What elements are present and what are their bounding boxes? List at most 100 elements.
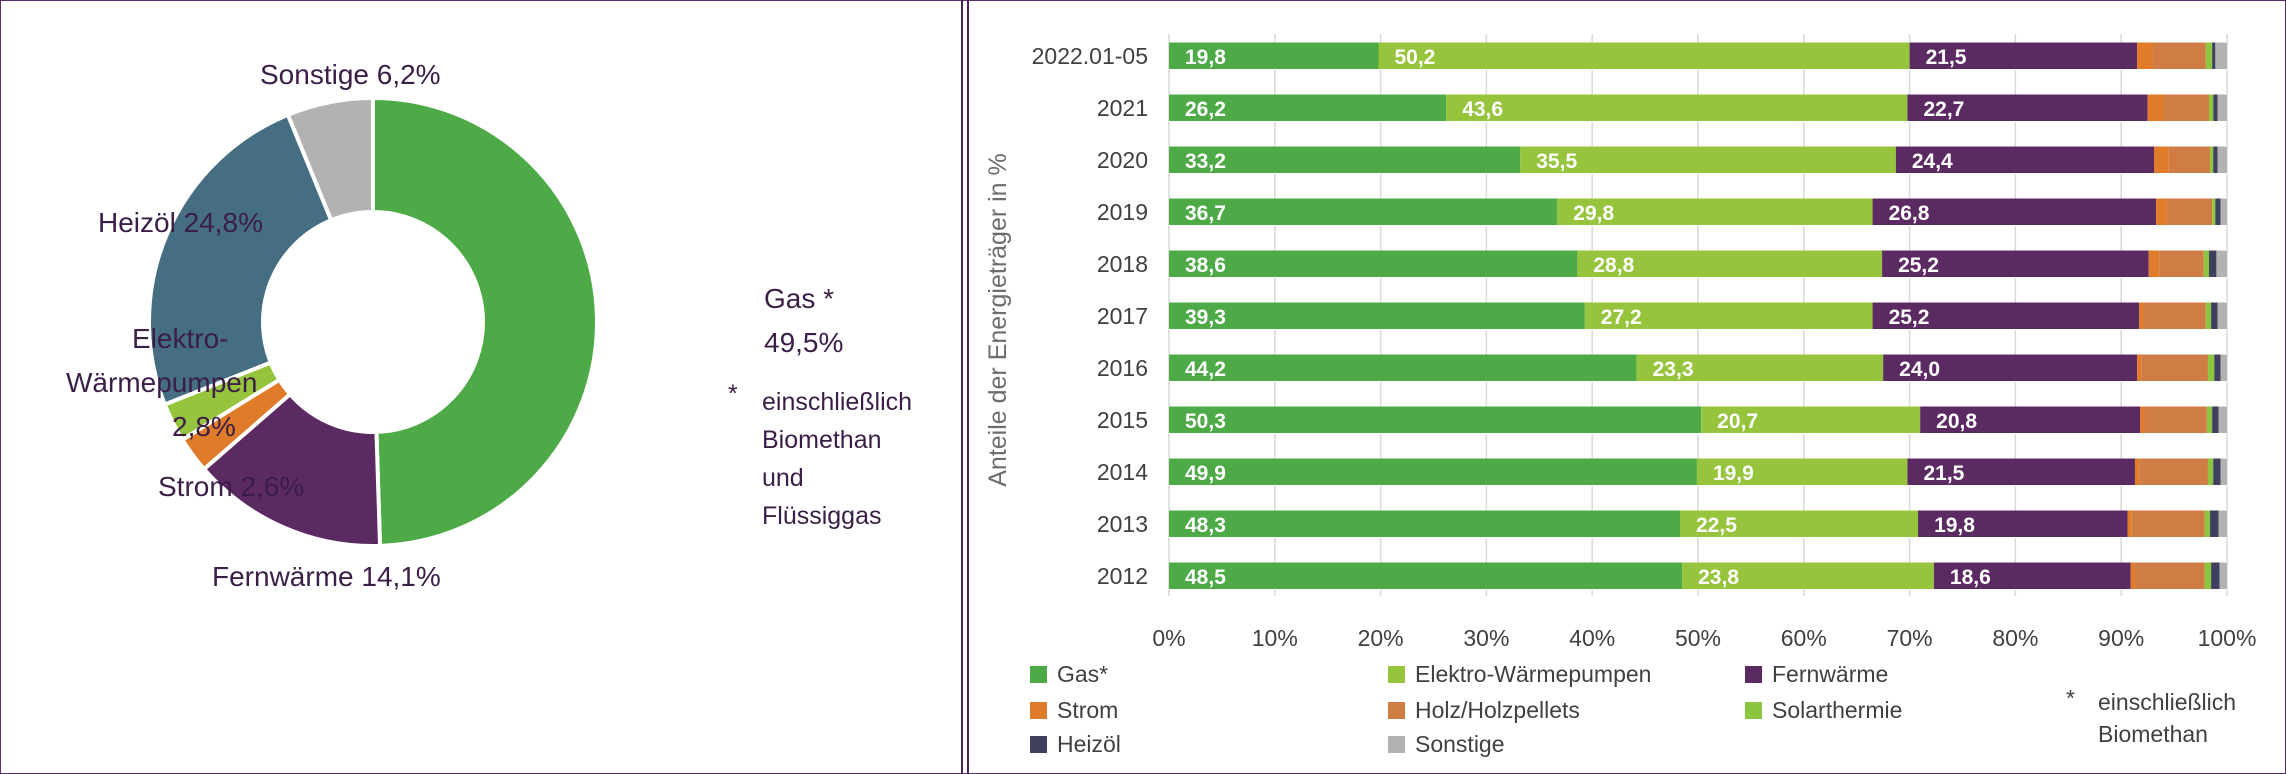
bar-value-label: 43,6 bbox=[1462, 98, 1503, 121]
bar-segment-heizoel bbox=[2213, 458, 2221, 486]
bar-value-label: 24,0 bbox=[1899, 358, 1940, 381]
bar-value-label: 39,3 bbox=[1185, 306, 1226, 329]
bar-segment-gas bbox=[1169, 406, 1702, 434]
legend-label-strom: Strom bbox=[1057, 697, 1118, 723]
legend-label-fernwaerme: Fernwärme bbox=[1772, 661, 1888, 687]
category-label: 2016 bbox=[1097, 355, 1148, 381]
bar-value-label: 49,9 bbox=[1185, 462, 1226, 485]
bar-segment-waermepumpen bbox=[1701, 406, 1921, 434]
pie-label-fernwaerme: Fernwärme 14,1% bbox=[212, 561, 441, 592]
bar-segment-strom bbox=[2137, 42, 2153, 70]
bar-segment-solar bbox=[2205, 302, 2212, 330]
bar-value-label: 23,8 bbox=[1698, 566, 1739, 589]
donut-chart: Sonstige 6,2% Heizöl 24,8% Elektro- Wärm… bbox=[66, 59, 912, 592]
bar-segment-gas bbox=[1169, 94, 1447, 122]
pie-label-waermepumpen-line1: Elektro- bbox=[132, 323, 228, 354]
donut-labels: Sonstige 6,2% Heizöl 24,8% Elektro- Wärm… bbox=[66, 59, 843, 592]
bar-value-label: 29,8 bbox=[1573, 202, 1614, 225]
legend-swatch-fernwaerme bbox=[1745, 666, 1762, 683]
bar-segment-holz bbox=[2159, 250, 2204, 278]
bar-value-label: 18,6 bbox=[1950, 566, 1991, 589]
bar-segment-sonstige bbox=[2220, 198, 2227, 226]
bar-segment-gas bbox=[1169, 42, 1379, 70]
bar-segment-solar bbox=[2203, 250, 2210, 278]
bar-value-label: 48,5 bbox=[1185, 566, 1226, 589]
x-axis-ticks: 0% 10% 20% 30% 40% 50% 60% 70% 80% 90% 100% bbox=[1152, 625, 2256, 651]
bar-segment-strom bbox=[2127, 510, 2132, 538]
bar-value-label: 44,2 bbox=[1185, 358, 1226, 381]
legend-footnote-marker: * bbox=[2066, 685, 2075, 711]
footnote-line: einschließlich bbox=[762, 388, 912, 416]
bar-segment-sonstige bbox=[2219, 562, 2227, 590]
bar-segment-waermepumpen bbox=[1636, 354, 1884, 382]
bar-segment-heizoel bbox=[2210, 510, 2219, 538]
category-label: 2021 bbox=[1097, 95, 1148, 121]
bar-segment-fernwaerme bbox=[1872, 198, 2157, 226]
bar-segment-sonstige bbox=[2220, 458, 2227, 486]
x-tick-label: 90% bbox=[2098, 625, 2144, 651]
bar-segment-holz bbox=[2168, 146, 2211, 174]
footnote-line: Flüssiggas bbox=[762, 502, 882, 530]
x-tick-label: 80% bbox=[1992, 625, 2038, 651]
x-tick-label: 60% bbox=[1781, 625, 1827, 651]
bar-segment-solar bbox=[2206, 406, 2213, 434]
bar-segment-heizoel bbox=[2209, 250, 2217, 278]
legend-footnote-line: Biomethan bbox=[2098, 721, 2208, 747]
bar-value-label: 23,3 bbox=[1653, 358, 1694, 381]
pie-label-waermepumpen-line3: 2,8% bbox=[172, 411, 236, 442]
bar-value-label: 50,2 bbox=[1394, 46, 1435, 69]
bar-value-label: 19,9 bbox=[1713, 462, 1754, 485]
bar-segment-strom bbox=[2148, 250, 2160, 278]
x-tick-label: 10% bbox=[1252, 625, 1298, 651]
bar-segment-waermepumpen bbox=[1557, 198, 1873, 226]
bar-segment-holz bbox=[2166, 198, 2213, 226]
bar-segment-heizoel bbox=[2214, 354, 2221, 382]
category-label: 2015 bbox=[1097, 407, 1148, 433]
bar-value-label: 20,8 bbox=[1936, 410, 1977, 433]
donut-footnote: * einschließlich Biomethan und Flüssigga… bbox=[728, 380, 912, 530]
x-tick-label: 50% bbox=[1675, 625, 1721, 651]
bar-value-label: 25,2 bbox=[1889, 306, 1930, 329]
pie-label-sonstige: Sonstige 6,2% bbox=[260, 59, 441, 90]
legend-label-sonstige: Sonstige bbox=[1415, 731, 1505, 757]
bar-segment-solar bbox=[2204, 562, 2212, 590]
bar-value-label: 28,8 bbox=[1593, 254, 1634, 277]
category-label: 2012 bbox=[1097, 563, 1148, 589]
bar-segment-strom bbox=[2153, 146, 2169, 174]
bar-value-label: 21,5 bbox=[1923, 462, 1964, 485]
bar-value-label: 35,5 bbox=[1536, 150, 1577, 173]
bar-segment-holz bbox=[2141, 354, 2208, 382]
bar-segment-solar bbox=[2207, 354, 2215, 382]
bar-segment-sonstige bbox=[2217, 302, 2227, 330]
bar-segment-waermepumpen bbox=[1696, 458, 1908, 486]
bar-segment-heizoel bbox=[2215, 198, 2221, 226]
bar-segment-gas bbox=[1169, 562, 1683, 590]
bar-segment-waermepumpen bbox=[1446, 94, 1908, 122]
bar-segment-fernwaerme bbox=[1933, 562, 2131, 590]
bar-value-label: 26,8 bbox=[1889, 202, 1930, 225]
bar-segment-sonstige bbox=[2215, 42, 2227, 70]
bar-segment-sonstige bbox=[2217, 94, 2227, 122]
panel-divider-secondary bbox=[967, 0, 969, 774]
bar-segment-heizoel bbox=[2212, 42, 2216, 70]
bar-value-label: 33,2 bbox=[1185, 150, 1226, 173]
pie-label-waermepumpen-line2: Wärmepumpen bbox=[66, 367, 257, 398]
bar-segment-fernwaerme bbox=[1883, 354, 2138, 382]
legend-footnote-line: einschließlich bbox=[2098, 689, 2236, 715]
bar-segment-fernwaerme bbox=[1895, 146, 2154, 174]
legend-swatch-solar bbox=[1745, 702, 1762, 719]
bar-segment-holz bbox=[2134, 562, 2205, 590]
x-tick-label: 30% bbox=[1463, 625, 1509, 651]
category-label: 2017 bbox=[1097, 303, 1148, 329]
legend-swatch-strom bbox=[1030, 702, 1047, 719]
bar-segment-gas bbox=[1169, 354, 1637, 382]
bar-segment-sonstige bbox=[2218, 510, 2227, 538]
bar-value-label: 36,7 bbox=[1185, 202, 1226, 225]
pie-label-gas-line2: 49,5% bbox=[764, 327, 843, 358]
bar-segment-strom bbox=[2140, 406, 2145, 434]
category-label: 2022.01-05 bbox=[1032, 43, 1148, 69]
x-tick-label: 100% bbox=[2198, 625, 2257, 651]
category-label: 2020 bbox=[1097, 147, 1148, 173]
bar-segment-holz bbox=[2143, 302, 2206, 330]
